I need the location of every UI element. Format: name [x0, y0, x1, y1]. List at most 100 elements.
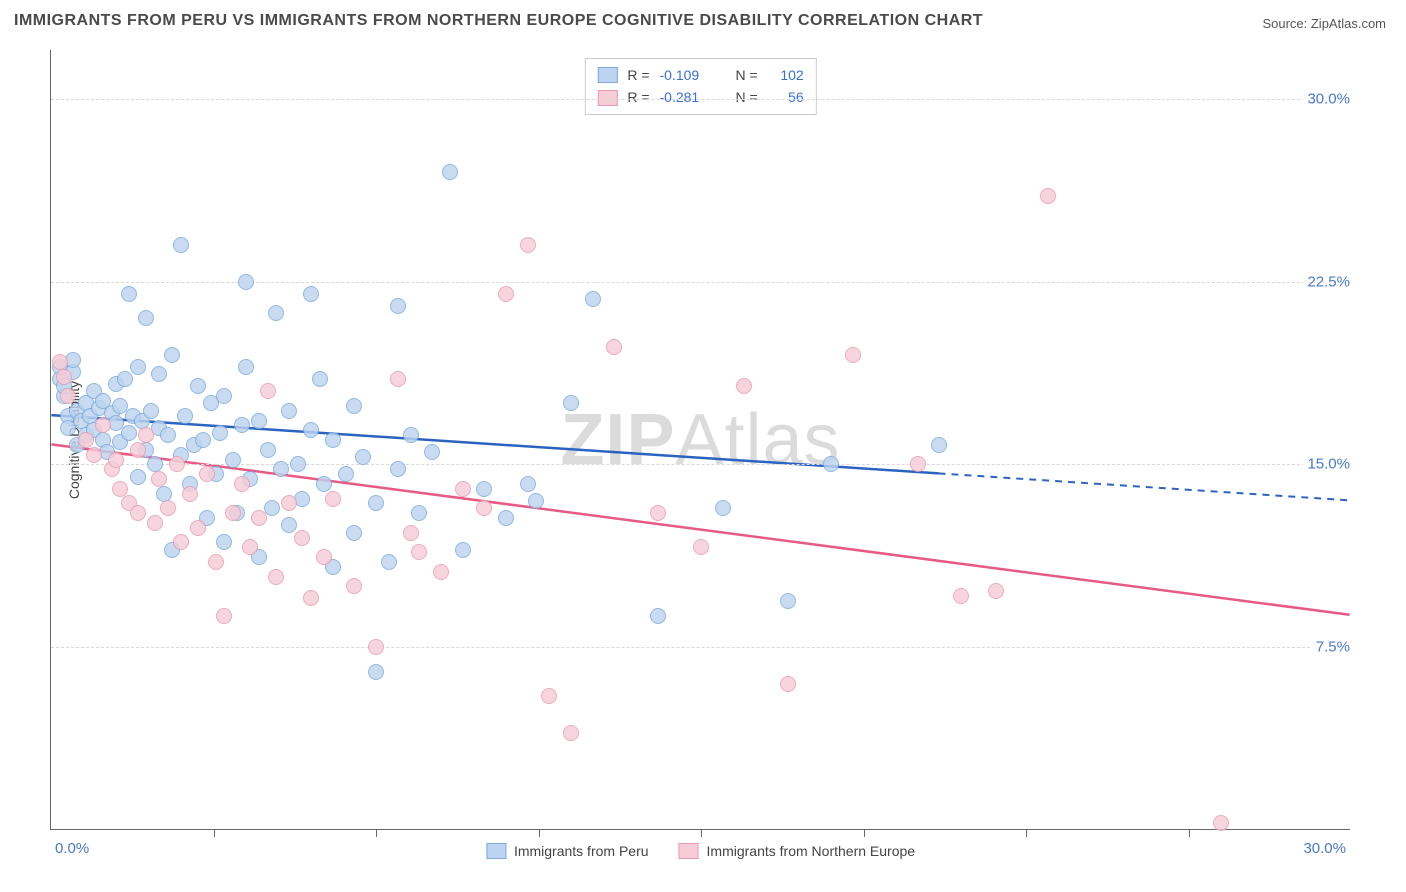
data-point-neur	[520, 237, 536, 253]
legend-row-neur: R = -0.281 N = 56	[597, 86, 803, 108]
data-point-neur	[190, 520, 206, 536]
data-point-neur	[130, 505, 146, 521]
swatch-neur	[679, 843, 699, 859]
data-point-peru	[498, 510, 514, 526]
data-point-neur	[56, 369, 72, 385]
data-point-peru	[238, 274, 254, 290]
data-point-peru	[715, 500, 731, 516]
watermark-bold: ZIP	[560, 400, 675, 480]
n-label: N =	[736, 86, 758, 108]
x-tick	[214, 829, 215, 837]
swatch-neur	[597, 90, 617, 106]
data-point-peru	[216, 534, 232, 550]
legend-row-peru: R = -0.109 N = 102	[597, 64, 803, 86]
data-point-peru	[346, 398, 362, 414]
data-point-neur	[251, 510, 267, 526]
legend-item-neur: Immigrants from Northern Europe	[679, 843, 916, 859]
data-point-peru	[780, 593, 796, 609]
data-point-neur	[988, 583, 1004, 599]
data-point-neur	[138, 427, 154, 443]
data-point-peru	[390, 461, 406, 477]
n-value-neur: 56	[768, 86, 804, 108]
data-point-neur	[476, 500, 492, 516]
gridline	[51, 99, 1350, 100]
data-point-neur	[910, 456, 926, 472]
data-point-neur	[953, 588, 969, 604]
plot-area: Cognitive Disability ZIPAtlas R = -0.109…	[50, 50, 1350, 830]
data-point-peru	[260, 442, 276, 458]
gridline	[51, 647, 1350, 648]
data-point-neur	[234, 476, 250, 492]
data-point-neur	[498, 286, 514, 302]
data-point-neur	[95, 417, 111, 433]
data-point-neur	[147, 515, 163, 531]
data-point-neur	[208, 554, 224, 570]
data-point-neur	[260, 383, 276, 399]
data-point-neur	[108, 452, 124, 468]
data-point-neur	[1040, 188, 1056, 204]
data-point-neur	[216, 608, 232, 624]
data-point-neur	[650, 505, 666, 521]
data-point-neur	[199, 466, 215, 482]
r-value-neur: -0.281	[660, 86, 718, 108]
data-point-neur	[403, 525, 419, 541]
data-point-peru	[117, 371, 133, 387]
data-point-neur	[563, 725, 579, 741]
n-label: N =	[736, 64, 758, 86]
data-point-peru	[173, 237, 189, 253]
data-point-peru	[650, 608, 666, 624]
legend-label-neur: Immigrants from Northern Europe	[707, 843, 916, 859]
data-point-neur	[60, 388, 76, 404]
data-point-peru	[585, 291, 601, 307]
data-point-peru	[281, 403, 297, 419]
data-point-neur	[169, 456, 185, 472]
data-point-peru	[424, 444, 440, 460]
series-legend: Immigrants from Peru Immigrants from Nor…	[486, 843, 915, 859]
data-point-peru	[273, 461, 289, 477]
data-point-peru	[264, 500, 280, 516]
data-point-peru	[121, 425, 137, 441]
legend-label-peru: Immigrants from Peru	[514, 843, 649, 859]
data-point-neur	[173, 534, 189, 550]
data-point-neur	[390, 371, 406, 387]
data-point-peru	[368, 495, 384, 511]
data-point-neur	[294, 530, 310, 546]
data-point-peru	[195, 432, 211, 448]
data-point-neur	[693, 539, 709, 555]
data-point-neur	[281, 495, 297, 511]
data-point-peru	[177, 408, 193, 424]
data-point-peru	[312, 371, 328, 387]
data-point-peru	[160, 427, 176, 443]
x-tick	[701, 829, 702, 837]
data-point-neur	[433, 564, 449, 580]
data-point-peru	[225, 452, 241, 468]
legend-item-peru: Immigrants from Peru	[486, 843, 649, 859]
swatch-peru	[597, 67, 617, 83]
x-max-label: 30.0%	[1303, 840, 1346, 857]
watermark: ZIPAtlas	[560, 399, 840, 481]
data-point-neur	[151, 471, 167, 487]
data-point-neur	[346, 578, 362, 594]
data-point-peru	[931, 437, 947, 453]
data-point-neur	[455, 481, 471, 497]
data-point-peru	[338, 466, 354, 482]
data-point-peru	[403, 427, 419, 443]
data-point-neur	[325, 491, 341, 507]
data-point-peru	[528, 493, 544, 509]
data-point-peru	[563, 395, 579, 411]
data-point-peru	[130, 469, 146, 485]
data-point-peru	[268, 305, 284, 321]
trendline-peru-dashed	[939, 473, 1350, 500]
data-point-neur	[112, 481, 128, 497]
n-value-peru: 102	[768, 64, 804, 86]
data-point-neur	[411, 544, 427, 560]
data-point-neur	[78, 432, 94, 448]
data-point-peru	[442, 164, 458, 180]
watermark-thin: Atlas	[675, 400, 840, 480]
data-point-neur	[780, 676, 796, 692]
trend-lines	[51, 50, 1350, 829]
data-point-peru	[190, 378, 206, 394]
data-point-peru	[355, 449, 371, 465]
correlation-legend: R = -0.109 N = 102 R = -0.281 N = 56	[584, 58, 816, 115]
data-point-neur	[86, 447, 102, 463]
